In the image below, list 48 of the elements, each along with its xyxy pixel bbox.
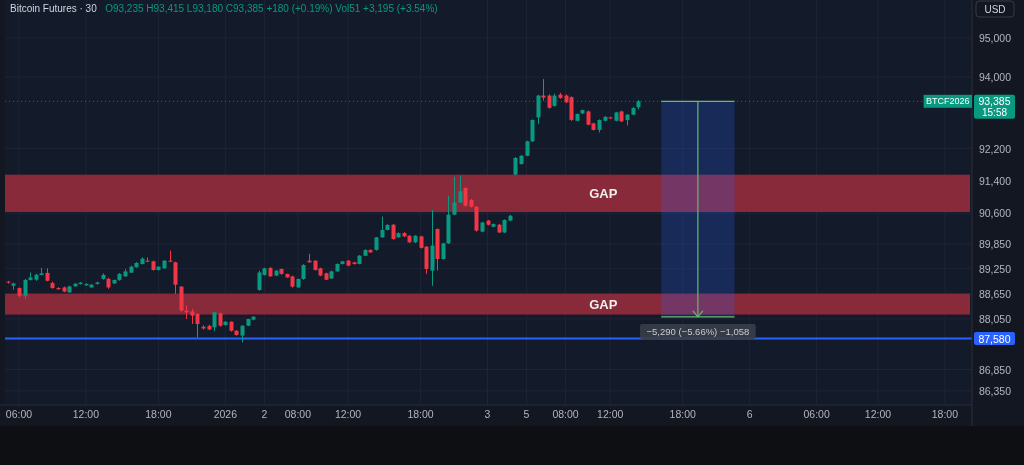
text: 15:58 bbox=[981, 106, 1008, 118]
x-tick-label: 3 bbox=[484, 408, 491, 420]
ref-line-label: 87,580 bbox=[978, 332, 1011, 345]
candlestick bbox=[173, 261, 178, 295]
x-tick-label: 06:00 bbox=[5, 408, 33, 420]
y-tick-label: 95,000 bbox=[978, 31, 1012, 44]
y-tick-label: 89,250 bbox=[978, 262, 1012, 275]
x-tick-label: 6 bbox=[746, 408, 753, 420]
candlestick bbox=[474, 205, 479, 233]
candlestick bbox=[541, 78, 546, 102]
y-tick-label: 90,600 bbox=[978, 207, 1012, 220]
x-tick-label: 12:00 bbox=[597, 408, 624, 420]
x-tick-label: 18:00 bbox=[669, 408, 697, 420]
candlestick bbox=[195, 312, 200, 339]
ref-line-label: 93,385 bbox=[978, 95, 1011, 108]
candlestick bbox=[23, 278, 28, 300]
candlestick bbox=[380, 216, 385, 239]
x-tick-label: 08:00 bbox=[552, 408, 579, 420]
candlestick bbox=[458, 175, 463, 204]
y-tick-label: 88,050 bbox=[978, 312, 1012, 325]
x-tick-label: 18:00 bbox=[145, 408, 172, 420]
x-tick-label: 18:00 bbox=[407, 408, 434, 420]
candlestick bbox=[452, 176, 457, 216]
x-tick-label: 2 bbox=[261, 408, 268, 420]
y-axis-title: USD bbox=[984, 3, 1006, 15]
band-label: GAP bbox=[589, 185, 618, 201]
candlestick bbox=[530, 118, 535, 143]
y-tick-label: 89,850 bbox=[978, 237, 1012, 250]
y-tick-label: 91,400 bbox=[978, 174, 1012, 187]
y-tick-label: 88,650 bbox=[978, 287, 1012, 300]
candlestick bbox=[569, 95, 574, 122]
band-label: GAP bbox=[589, 296, 618, 312]
x-tick-label: 5 bbox=[523, 408, 530, 420]
x-tick-label: 12:00 bbox=[864, 408, 892, 420]
x-tick-label: 08:00 bbox=[284, 408, 312, 420]
x-tick-label: 06:00 bbox=[803, 408, 830, 420]
x-tick-label: 18:00 bbox=[931, 408, 959, 420]
x-tick-label: 12:00 bbox=[334, 408, 362, 420]
chart-subtitle: O93,235 H93,415 L93,180 C93,385 +180 (+0.19%) Vol51 +3,195 (+3.54%) bbox=[105, 2, 438, 14]
x-tick-label: 12:00 bbox=[72, 408, 100, 420]
y-tick-label: 94,000 bbox=[978, 71, 1012, 84]
candlestick bbox=[463, 186, 468, 208]
y-tick-label: 86,850 bbox=[978, 363, 1012, 376]
y-tick-label: 92,200 bbox=[978, 142, 1012, 155]
annotation: −5,290 (−5.66%) −1,058 bbox=[646, 325, 750, 337]
y-tick-label: 86,350 bbox=[978, 384, 1012, 397]
chart-title: Bitcoin Futures · 30 bbox=[10, 2, 98, 14]
x-tick-label: 2026 bbox=[213, 408, 238, 420]
